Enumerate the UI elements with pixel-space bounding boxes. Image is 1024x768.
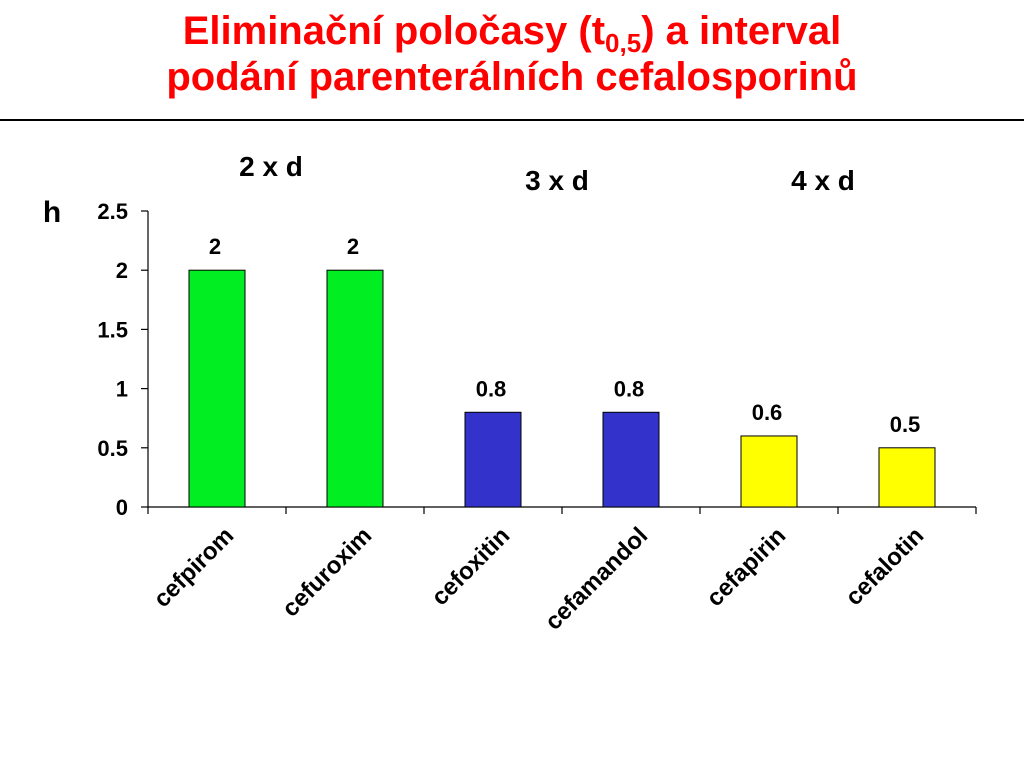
title-line-2: podání parenterálních cefalosporinů: [166, 55, 858, 99]
y-tick-label: 1: [116, 377, 128, 402]
y-tick-label: 0.5: [97, 436, 128, 461]
data-label: 0.5: [890, 412, 921, 437]
dosing-annotation: 4 x d: [791, 165, 855, 196]
y-axis-label: h: [43, 196, 61, 229]
category-label-cefamandol: cefamandol: [540, 522, 653, 635]
bar-cefamandol: [602, 411, 660, 508]
data-label: 0.8: [614, 376, 645, 401]
data-label: 0.8: [476, 376, 507, 401]
title-divider: [0, 119, 1024, 121]
bar-cefoxitin: [464, 411, 522, 508]
category-label-cefapirin: cefapirin: [701, 522, 791, 612]
category-label-cefoxitin: cefoxitin: [426, 522, 515, 611]
title-line-1-suffix: ) a interval: [641, 9, 842, 53]
title-subscript: 0,5: [605, 28, 642, 58]
category-label-cefalotin: cefalotin: [840, 522, 929, 611]
bar-cefapirin: [740, 435, 798, 508]
dosing-annotation: 3 x d: [525, 165, 589, 196]
bar-cefuroxim: [326, 269, 384, 508]
category-label-cefpirom: cefpirom: [148, 522, 239, 613]
y-tick-label: 0: [116, 495, 128, 520]
chart-title: Eliminační poločasy (t0,5) a interval po…: [0, 8, 1024, 100]
category-label-cefuroxim: cefuroxim: [277, 522, 377, 622]
y-tick-label: 2.5: [97, 199, 128, 224]
y-tick-label: 1.5: [97, 317, 128, 342]
bar-cefpirom: [188, 269, 246, 508]
title-line-1-prefix: Eliminační poločasy (t: [182, 9, 606, 53]
data-label: 2: [209, 234, 221, 259]
dosing-annotation: 2 x d: [239, 151, 303, 182]
data-label: 2: [347, 234, 359, 259]
y-tick-label: 2: [116, 258, 128, 283]
data-label: 0.6: [752, 400, 783, 425]
bar-cefalotin: [878, 447, 936, 508]
title-line-1: Eliminační poločasy (t0,5) a interval: [0, 8, 1024, 56]
